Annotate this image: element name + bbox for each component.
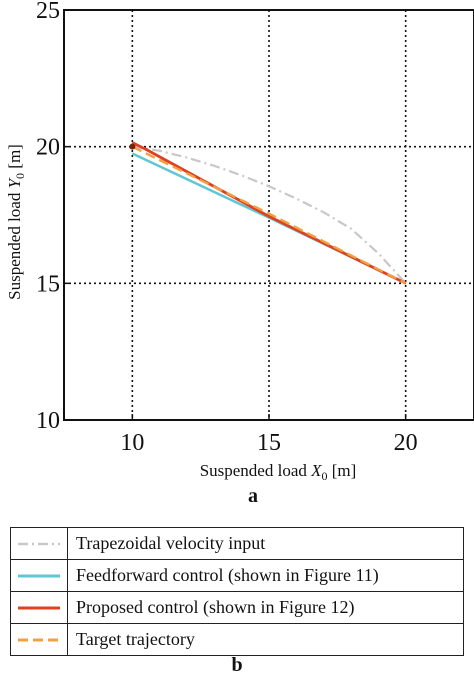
x-axis-label: Suspended load X0 [m] [200,461,357,483]
x-tick-label: 10 [120,430,144,456]
y-tick-label: 25 [36,0,60,24]
legend-item: Proposed control (shown in Figure 12) [11,591,463,623]
start-point-marker [129,143,136,150]
legend-swatch [11,560,68,591]
panel-label-b: b [231,654,243,676]
panel-label-a: a [248,485,258,507]
x-tick-label: 20 [394,430,418,456]
legend-swatch [11,592,68,623]
y-axis-label: Suspended load Y0 [m] [5,144,27,300]
legend-label: Proposed control (shown in Figure 12) [76,597,355,617]
legend-item: Feedforward control (shown in Figure 11) [11,559,463,591]
legend-label: Target trajectory [76,629,195,649]
series-line-3 [131,145,407,285]
y-tick-label: 15 [36,271,60,297]
y-tick-label: 20 [36,135,60,161]
ticks: 10 15 20 10 15 20 25 [36,0,418,456]
y-tick-label: 10 [36,408,60,434]
series-line-0 [132,145,407,285]
legend-swatch [11,624,68,655]
series-layer [129,141,407,285]
x-tick-label: 15 [257,430,281,456]
chart: 10 15 20 10 15 20 25 Suspended load X0 [m] Sus… [5,0,474,507]
legend-item: Target trajectory [11,623,463,655]
legend-label: Trapezoidal velocity input [76,533,266,553]
legend-item: Trapezoidal velocity input [11,528,463,559]
legend-label: Feedforward control (shown in Figure 11) [76,565,379,585]
legend-swatch [11,528,68,559]
legend: Trapezoidal velocity input Feedforward co… [10,527,464,656]
